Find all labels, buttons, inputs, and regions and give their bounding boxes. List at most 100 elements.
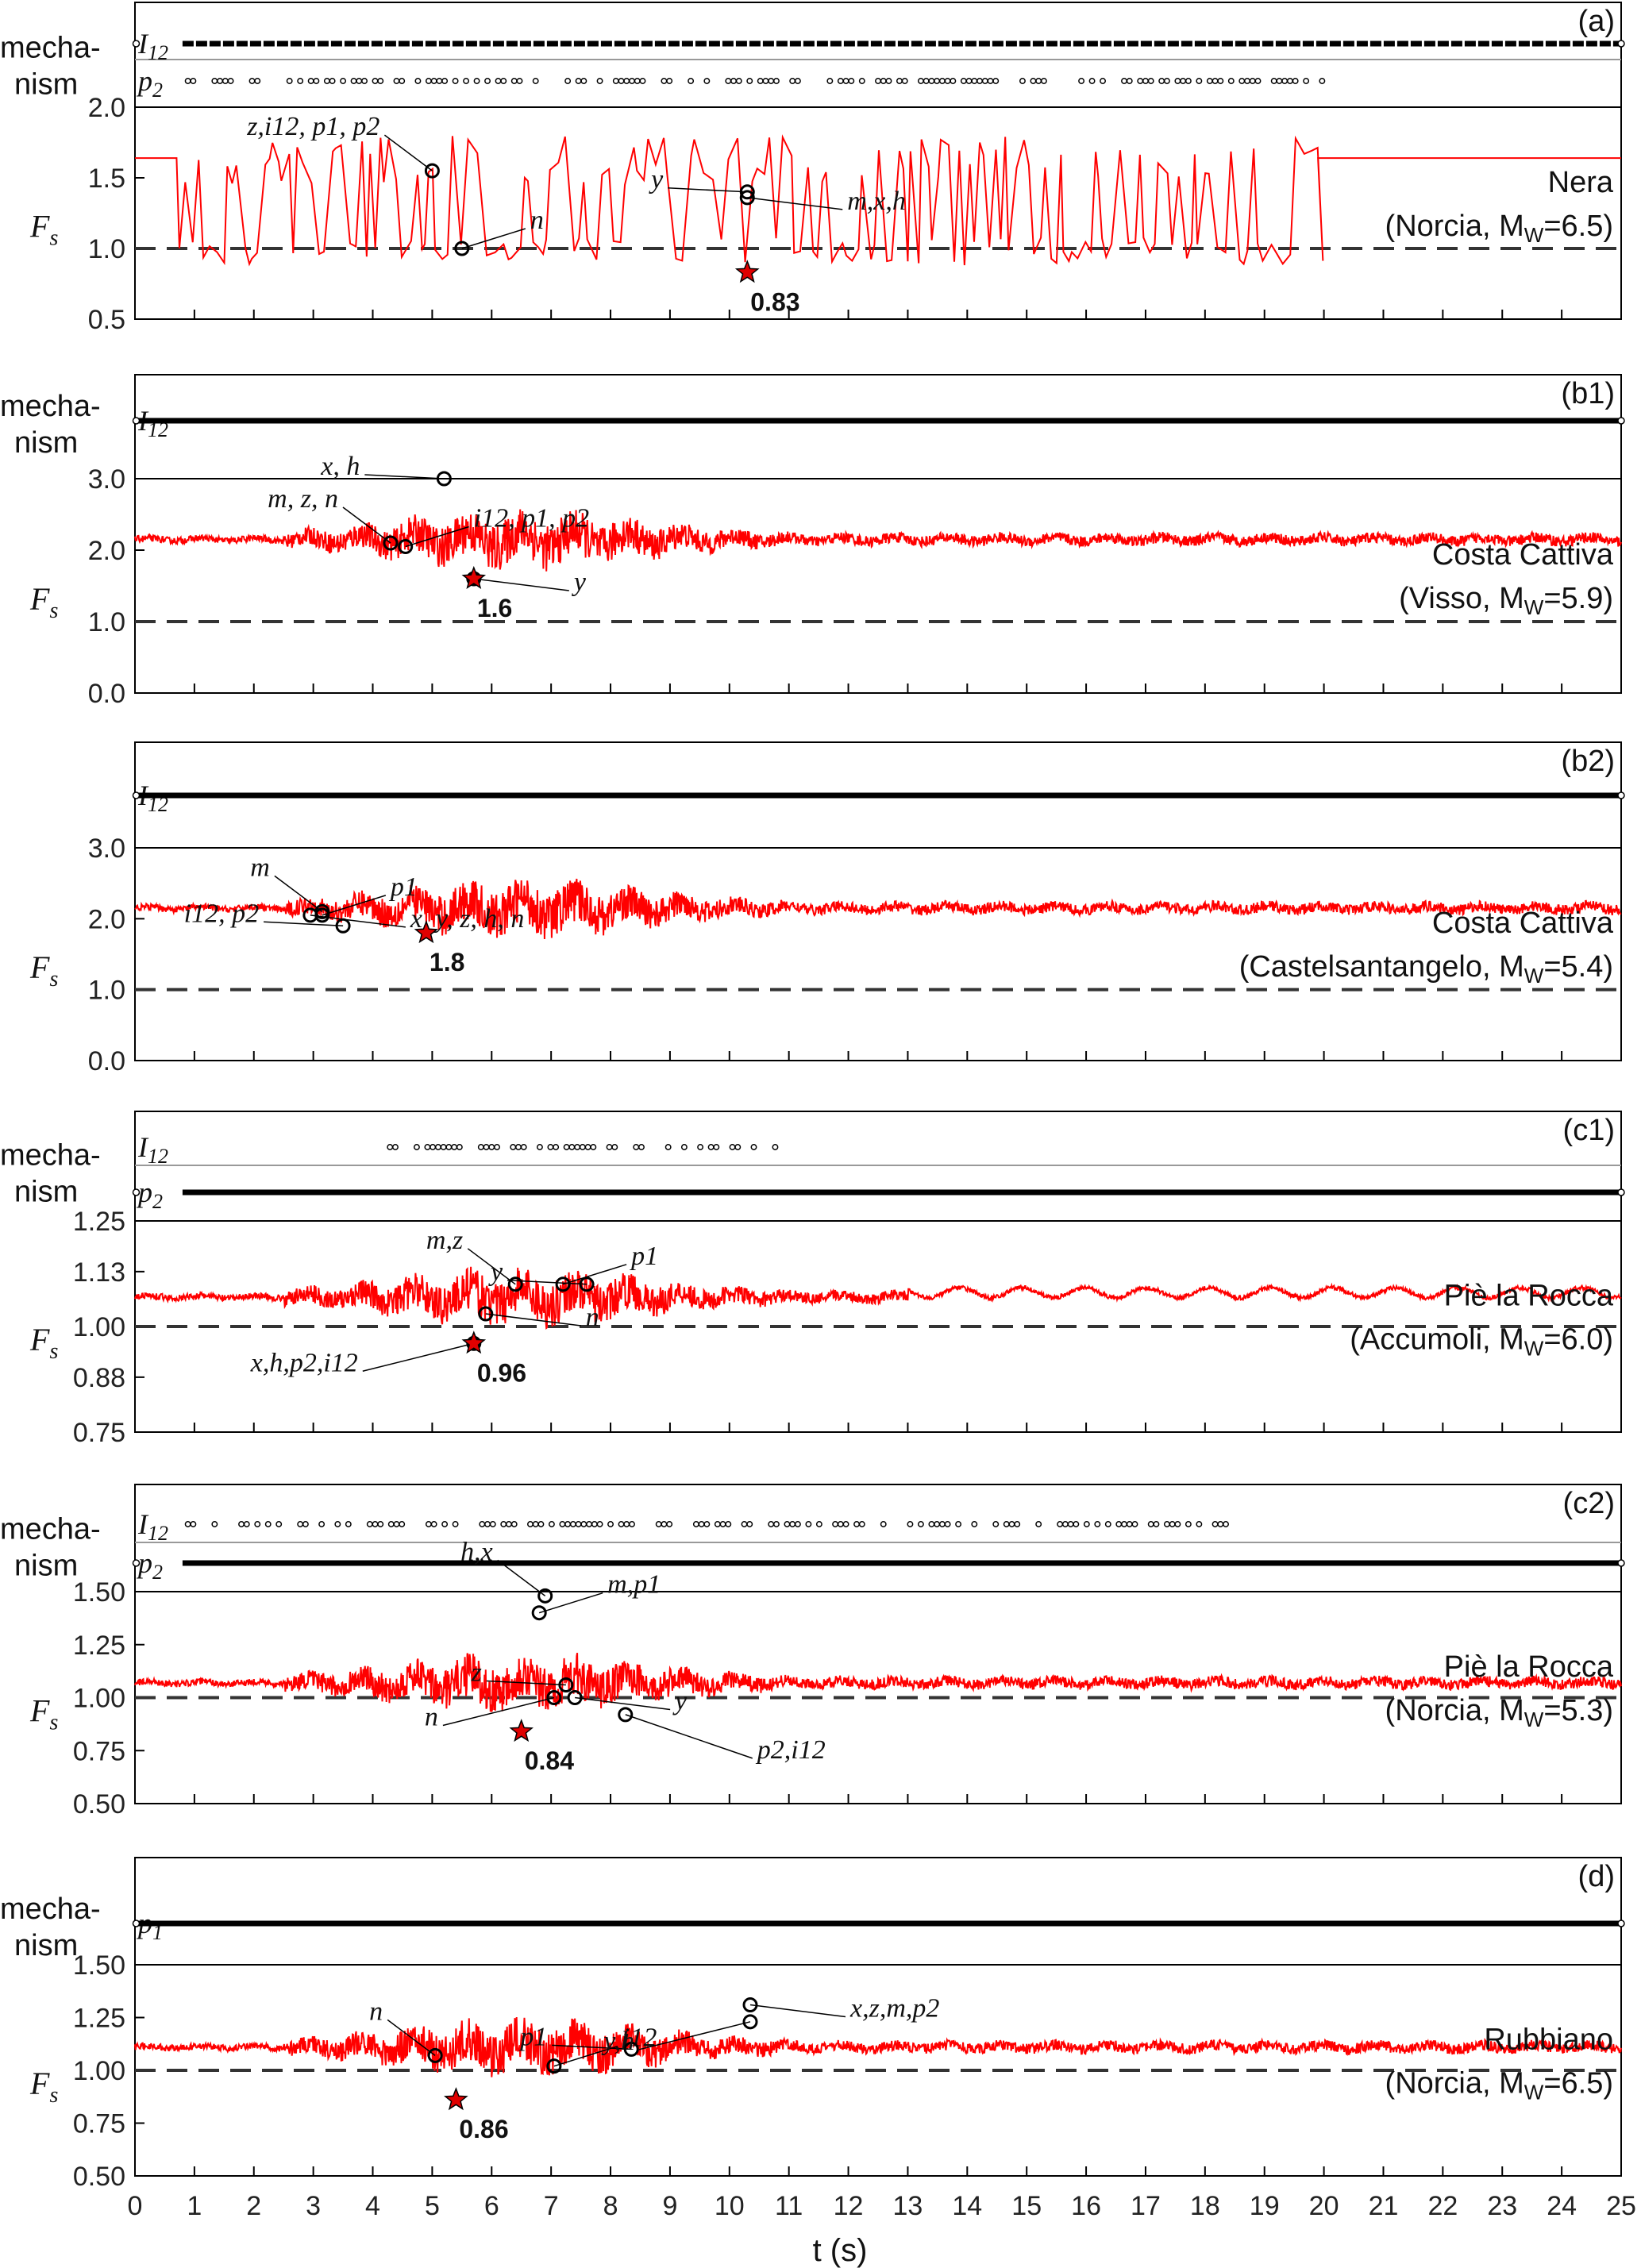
min-star-marker [444,2087,468,2111]
activation-dot [221,78,229,84]
activation-dot [484,78,491,84]
fs-axis-label: Fs [29,1322,58,1364]
lane-label-I12: I12 [137,1508,168,1545]
activation-dot [132,791,141,799]
activation-dot [584,1144,591,1150]
lane-subscript: 1 [152,1921,163,1944]
activation-dot [211,78,218,84]
activation-dot [638,1144,645,1150]
panel-label: (b2) [1561,745,1615,778]
x-tick-label: 20 [1309,2191,1339,2221]
activation-dot [1057,1521,1064,1527]
activation-dot [248,78,256,84]
activation-dot [634,78,641,84]
activation-dot [372,1521,379,1527]
event-text: (Norcia, M [1385,1694,1524,1727]
annotation-label: m [250,853,270,882]
activation-dot [1292,78,1299,84]
activation-dot [387,1521,395,1527]
annotation-leader [538,1592,603,1614]
annotation-leader [552,2044,632,2050]
activation-dot [313,78,320,84]
annotation-leader [473,578,569,591]
activation-dot [1137,78,1144,84]
activation-dot [361,78,368,84]
activation-dot [243,1521,250,1527]
y-tick-label: 2.0 [88,93,125,123]
event-label: (Norcia, MW=6.5) [1385,210,1613,247]
activation-dot [441,1521,449,1527]
annotation-label: p2,i12 [756,1735,826,1765]
activation-dot [430,1521,437,1527]
x-tick-label: 25 [1606,2191,1636,2221]
min-star-marker [414,920,439,944]
activation-dot [950,78,957,84]
activation-dot [1180,78,1187,84]
activation-dot [923,78,930,84]
activation-dot [425,1521,432,1527]
y-tick-label: 1.5 [88,164,125,194]
event-subscript: W [1524,595,1544,619]
annotation-label: z [471,1658,482,1687]
activation-dot [184,1521,191,1527]
activation-dot [917,1521,924,1527]
fs-series-line [134,2016,1622,2077]
fs-subscript: s [49,226,58,251]
activation-dot [703,1521,711,1527]
fs-axis-label: Fs [29,1693,58,1735]
activation-dot [794,78,801,84]
annotation-label: i12, p1, p2 [474,504,589,533]
activation-dot [1286,78,1293,84]
shared-x-axis: 0 1 2 3 4 5 6 7 8 9 10 11 12 13 14 15 16 17 18 19 20 21 22 23 24… [128,2191,1636,2221]
activation-dot [520,1144,527,1150]
activation-dot [1185,1521,1192,1527]
annotation-leader [575,1696,671,1711]
fs-axis-label: Fs [29,2066,58,2108]
activation-dot [880,78,887,84]
activation-dot [842,1521,849,1527]
activation-dot [227,78,234,84]
activation-dot [334,1521,341,1527]
activation-dot [768,78,775,84]
activation-dot [477,1144,484,1150]
activation-dot [1147,78,1154,84]
activation-dot [1131,1521,1138,1527]
activation-dot [688,78,695,84]
x-tick-label: 21 [1369,2191,1399,2221]
annotation-label: n [530,206,544,235]
annotation-leader [405,526,469,548]
x-tick-label: 8 [603,2191,618,2221]
fs-axis-label: Fs [29,949,58,992]
activation-dot [655,1521,662,1527]
activation-dot [1035,1521,1042,1527]
activation-dot [456,1144,463,1150]
event-text: (Norcia, M [1385,2066,1524,2100]
annotation-label: i12, p2 [184,899,259,928]
panel-frame [134,374,1622,694]
activation-dot [580,1521,587,1527]
y-tick-label: 1.25 [73,1207,125,1237]
activation-dot [934,78,941,84]
activation-dot [934,1521,941,1527]
activation-dot [479,1521,486,1527]
mechanism-label: nism [14,68,78,102]
activation-dot [1617,417,1625,425]
activation-dot [826,78,834,84]
activation-dot [773,78,780,84]
x-tick-label: 11 [775,2191,803,2221]
activation-dot [586,1521,593,1527]
y-tick-label: 1.0 [88,607,125,637]
annotation-leader [310,915,406,928]
activation-dot [1319,78,1326,84]
lane-label-p2: p2 [136,1547,163,1584]
y-tick-label: 1.50 [73,1950,125,1981]
activation-dot [434,1144,441,1150]
event-subscript: W [1524,223,1544,247]
activation-dot [494,1144,500,1150]
y-tick-label: 2.0 [88,904,125,934]
activation-dot [762,78,769,84]
activation-dot [858,78,865,84]
activation-dot [607,1521,614,1527]
activation-dot [842,78,849,84]
event-subscript: W [1524,1336,1544,1360]
